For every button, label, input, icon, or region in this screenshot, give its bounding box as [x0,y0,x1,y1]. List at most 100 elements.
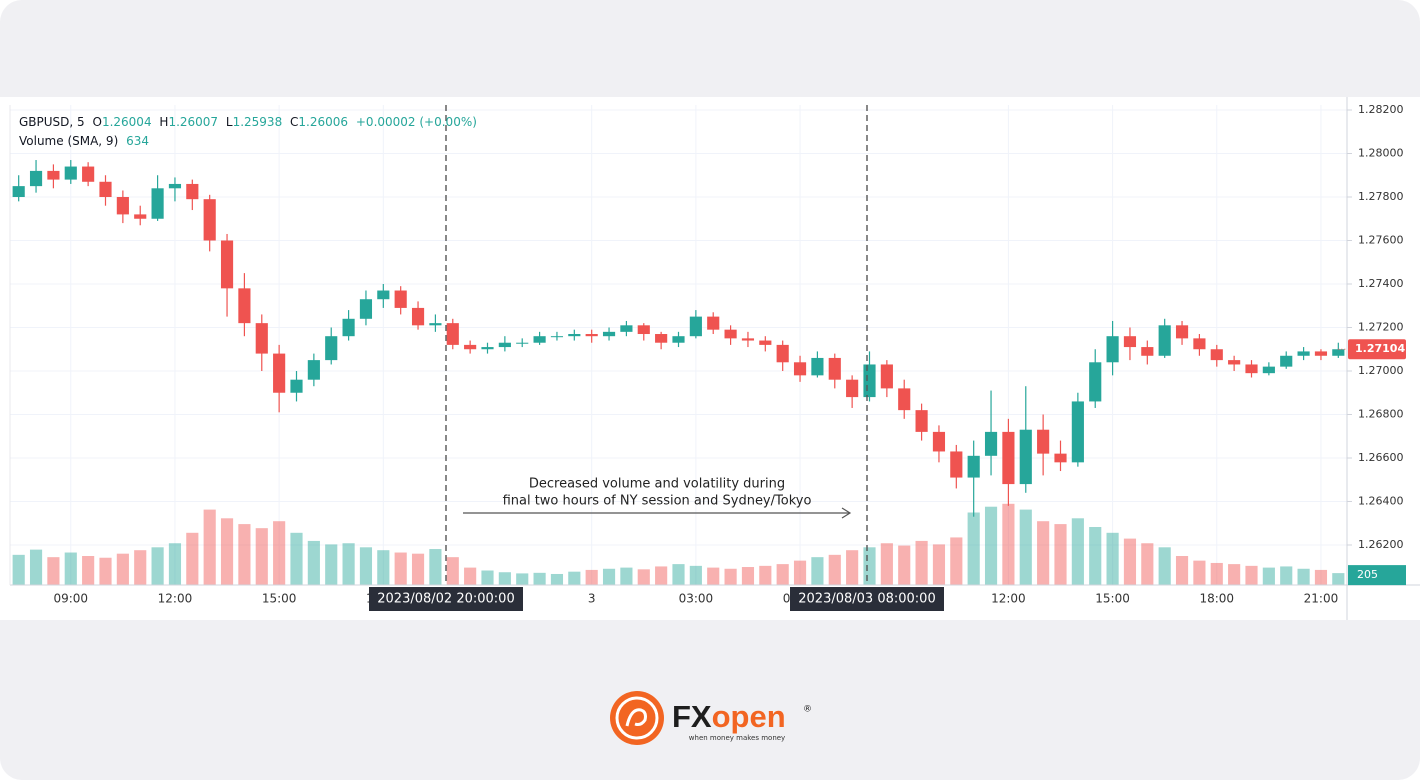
volume-bar [394,552,407,585]
candle-body [1037,429,1050,454]
logo-tagline: when money makes money [689,734,785,742]
volume-bar [915,540,928,585]
candle-body [811,357,824,376]
volume-bar [585,569,598,585]
volume-bar [151,547,164,585]
volume-bar [377,550,390,585]
candle-body [82,166,95,182]
candle-body [134,214,147,219]
candle-body [151,188,164,219]
volume-bar [238,524,251,585]
volume-bar [307,540,320,585]
volume-bar [1019,509,1032,585]
crosshair-label: 2023/08/03 08:00:00 [798,592,935,607]
volume-bar [12,554,25,585]
volume-bar [411,553,425,585]
volume-bar [464,567,477,585]
volume-bar [620,567,633,585]
ohlc-key: H [159,115,168,129]
ohlc-value: 1.26004 [102,115,152,129]
candle-body [1210,349,1223,361]
logo-registered: ® [803,705,812,715]
candle-body [12,186,25,197]
candle-body [915,410,928,432]
candle-body [29,170,43,187]
candle-body [220,240,234,289]
logo-mark-ring [615,696,659,740]
candle-body [1280,355,1293,367]
candle-body [707,316,720,330]
candle-body [1158,325,1171,356]
volume-bar [47,557,60,585]
candle-body [1228,360,1241,365]
volume-bar [759,565,772,585]
volume-bar [29,549,43,585]
candle-body [464,344,477,350]
last-price-label: 1.27104 [1355,342,1405,355]
logo-text-left: FX [672,699,712,734]
volume-bar [655,566,668,585]
candle-body [359,299,373,319]
candle-body [238,288,251,324]
candle-body [655,334,668,343]
volume-bar [1158,547,1171,585]
candle-body [186,183,199,200]
ohlc-value: 1.25938 [233,115,283,129]
x-tick-label: 12:00 [158,592,193,606]
candle-body [689,316,702,337]
volume-bar [1123,538,1137,585]
volume-bar [898,545,911,585]
volume-bar [1332,573,1345,585]
crosshair-label: 2023/08/02 20:00:00 [377,592,514,607]
volume-bar [516,573,529,585]
annotation-text: final two hours of NY session and Sydney… [503,494,812,509]
volume-bar [533,572,546,585]
candle-body [620,325,633,332]
x-tick-label: 18:00 [1199,592,1234,606]
candle-body [1141,347,1154,356]
volume-bar [776,564,789,585]
volume-bar [1297,568,1310,585]
candle-body [793,362,807,376]
volume-bar [116,553,129,585]
candle-body [1297,351,1310,356]
volume-bar [1280,566,1293,585]
candle-body [64,166,77,180]
y-tick-label: 1.27800 [1358,190,1404,203]
volume-bar [1228,564,1241,585]
y-tick-label: 1.26400 [1358,494,1404,507]
volume-bar [255,528,268,585]
ohlc-key: O [93,115,102,129]
volume-sma: 634 [126,134,149,148]
volume-bar [203,509,216,585]
candle-body [168,183,182,189]
y-tick-label: 1.28200 [1358,103,1404,116]
volume-bar [1262,567,1275,585]
candle-body [1019,429,1032,485]
volume-bar [828,554,841,585]
volume-bar [446,557,459,585]
candle-body [342,318,355,337]
candle-body [394,290,407,308]
volume-bar [342,543,355,585]
candle-body [585,334,598,337]
volume-layer [12,503,1345,585]
symbol: GBPUSD, 5 [19,115,85,129]
candle-body [377,290,390,300]
volume-bar [741,567,755,585]
volume-bar [672,564,685,585]
candle-body [932,431,946,452]
candle-body [568,334,581,337]
x-tick-label: 21:00 [1304,592,1339,606]
candle-body [1332,349,1345,356]
candle-body [863,364,876,398]
candle-body [550,336,564,338]
volume-bar [863,547,876,585]
candle-body [967,455,980,478]
volume-bar [950,537,963,585]
grid [10,105,1347,585]
logo-mark-figure [625,708,647,727]
y-tick-label: 1.28000 [1358,147,1404,160]
candle-body [429,323,442,326]
candle-body [498,342,511,348]
